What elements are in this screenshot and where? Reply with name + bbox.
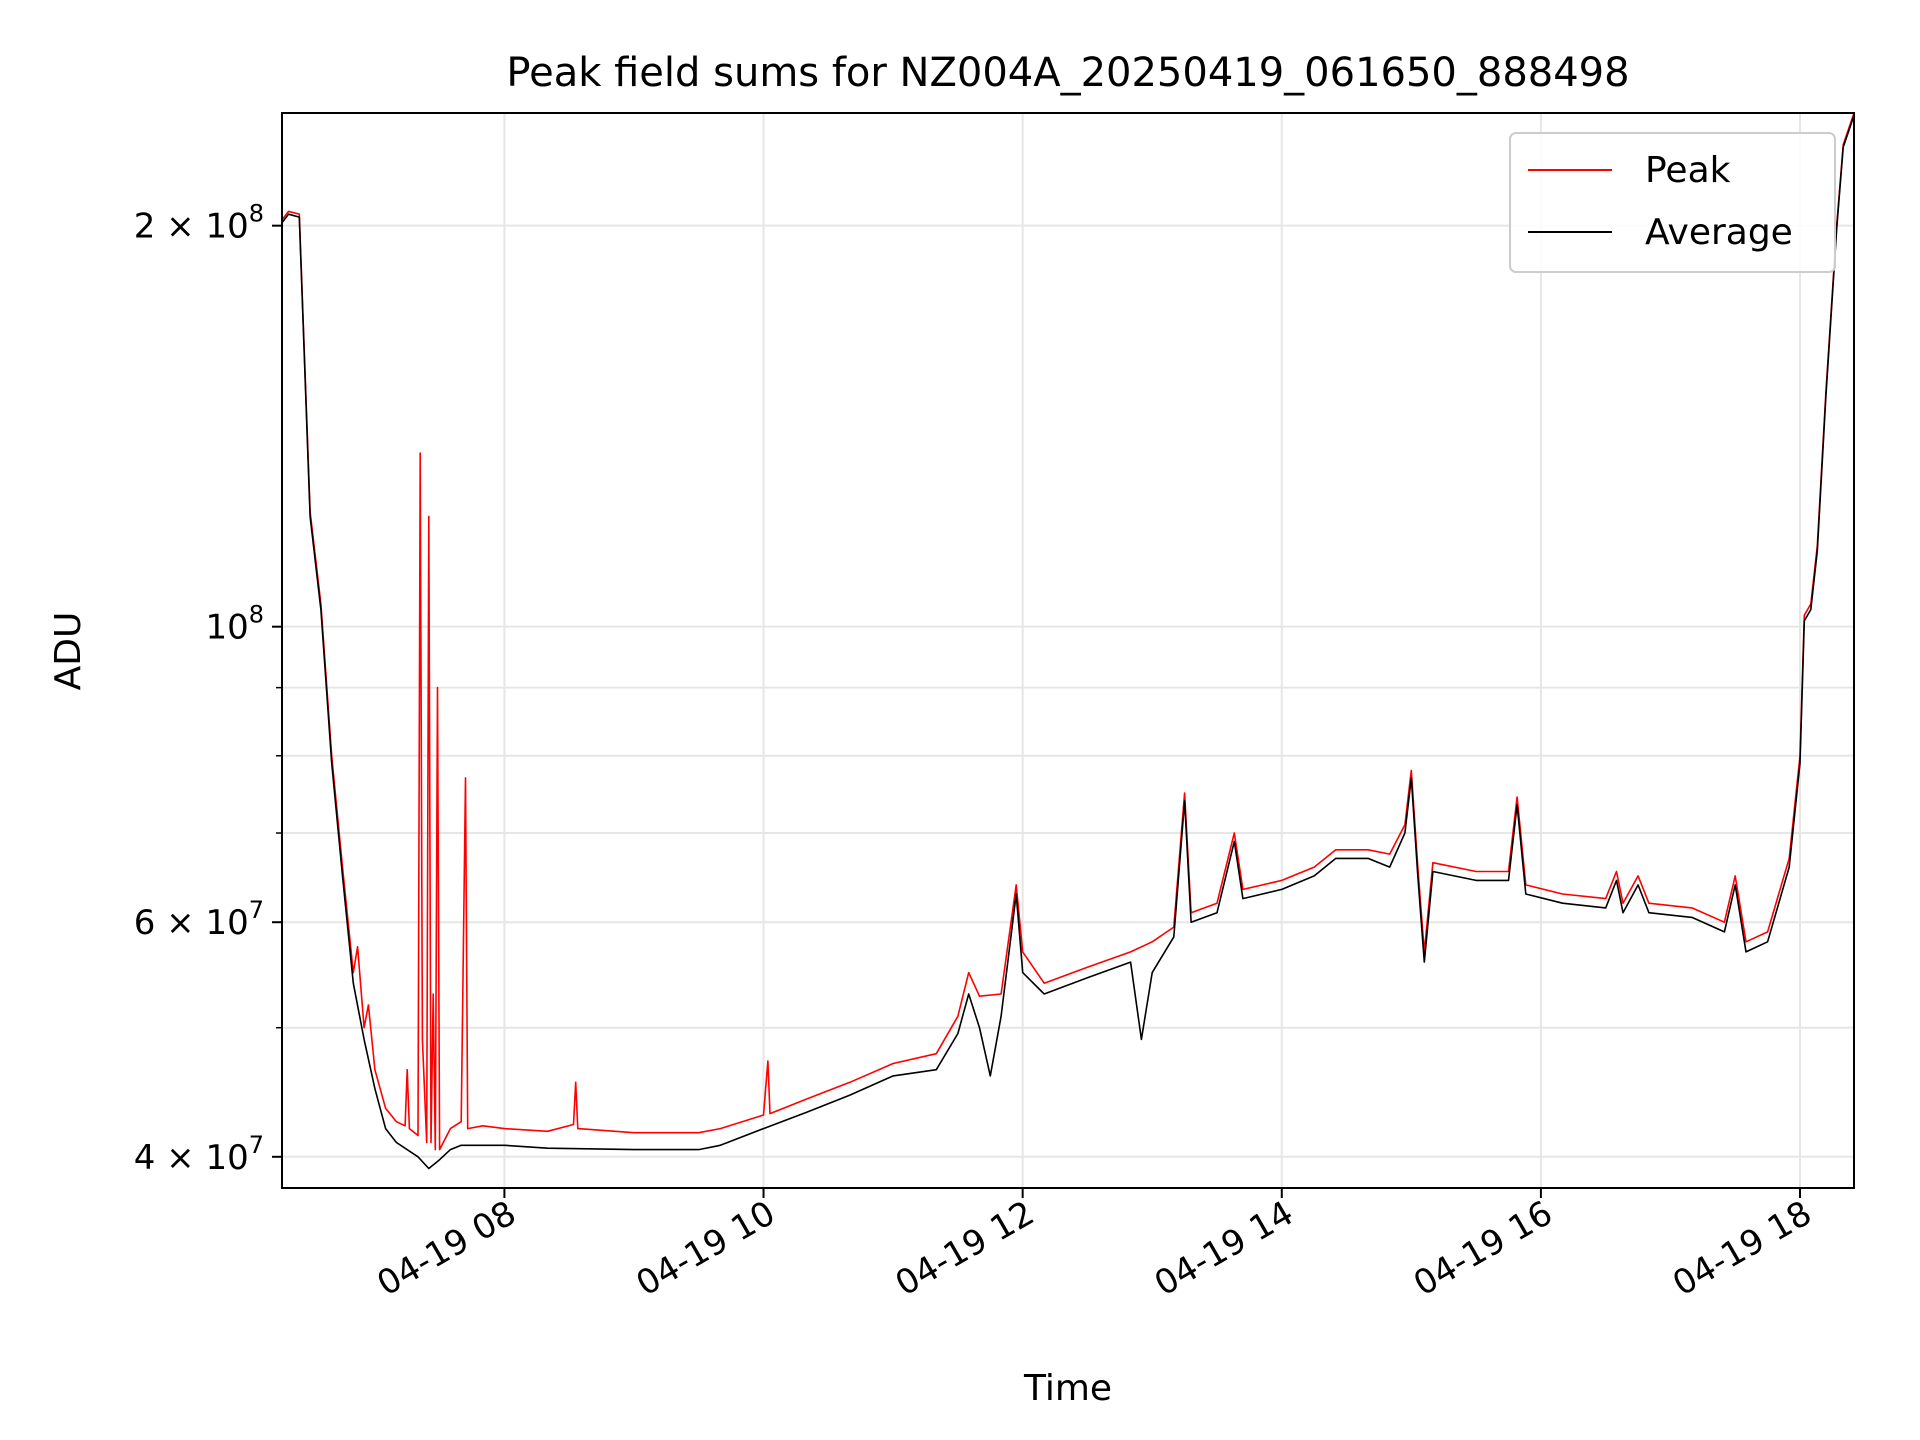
x-axis-label: Time xyxy=(1023,1368,1112,1409)
series-line-peak xyxy=(281,112,1855,1151)
y-tick-label: 6 × 107 xyxy=(134,896,264,943)
y-axis-label: ADU xyxy=(48,612,89,691)
chart-title: Peak field sums for NZ004A_20250419_0616… xyxy=(506,50,1629,96)
y-tick-label: 2 × 108 xyxy=(134,200,264,247)
legend-label-average: Average xyxy=(1645,212,1793,253)
y-tick-label: 4 × 107 xyxy=(134,1131,264,1178)
series-line-average xyxy=(281,115,1855,1170)
legend: Peak Average xyxy=(1509,132,1836,273)
y-tick-label: 108 xyxy=(205,601,264,648)
legend-label-peak: Peak xyxy=(1645,150,1731,191)
series-layer xyxy=(281,112,1855,1170)
plot-frame xyxy=(281,112,1855,1189)
y-axis: 4 × 107 6 × 107 108 2 × 108 xyxy=(134,200,282,1178)
legend-box xyxy=(1509,132,1836,273)
